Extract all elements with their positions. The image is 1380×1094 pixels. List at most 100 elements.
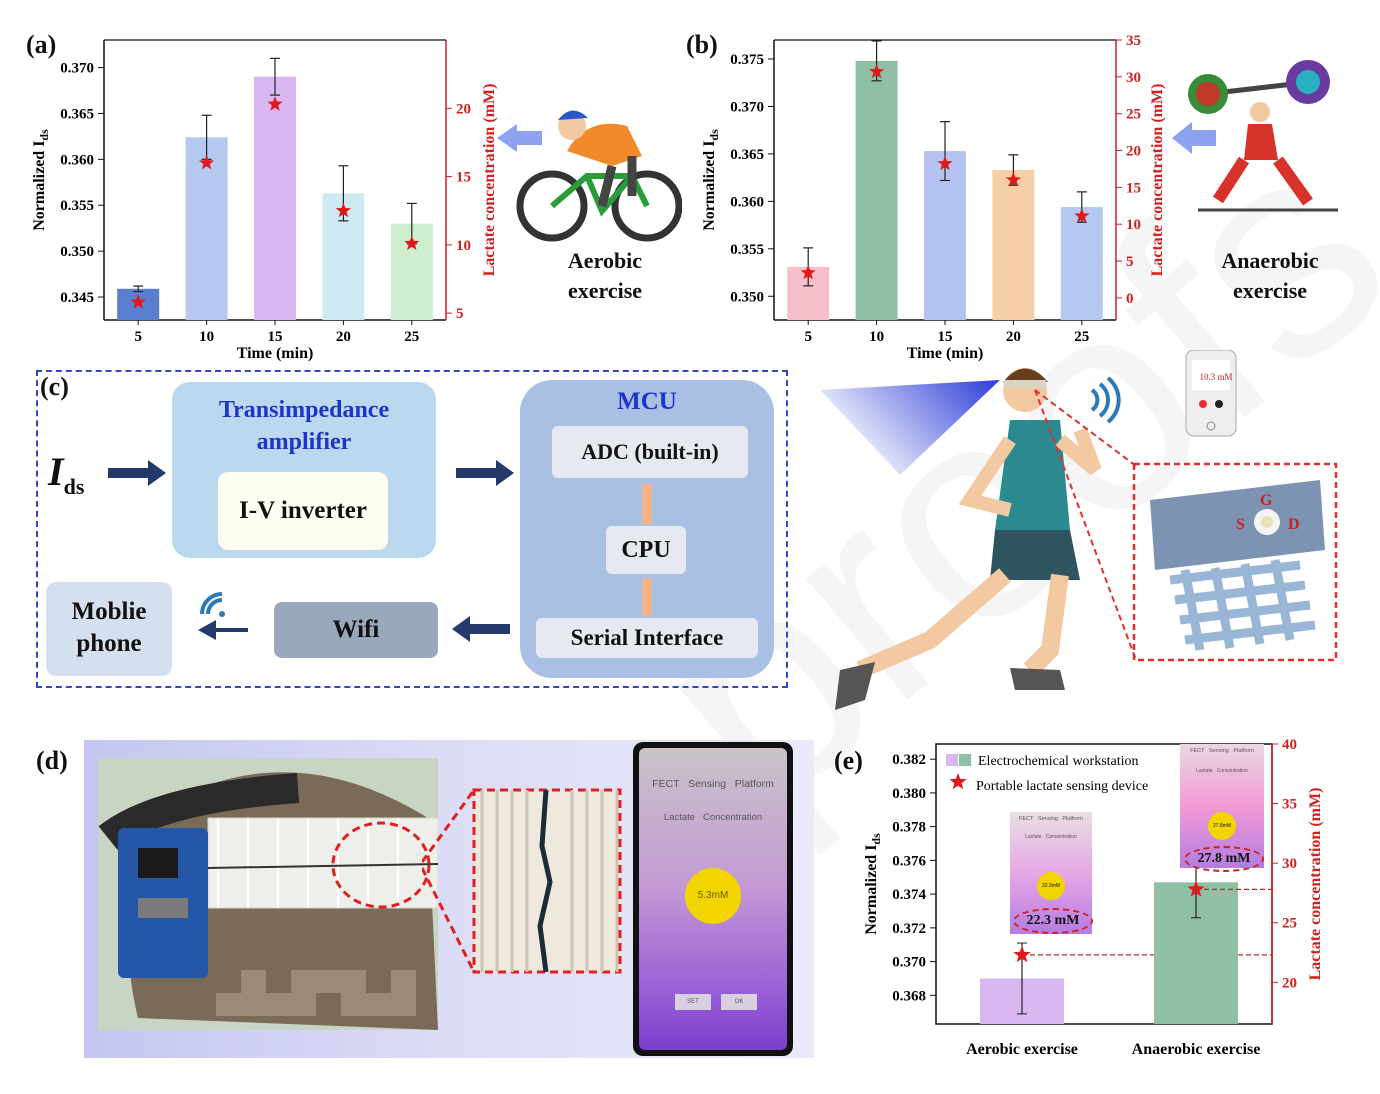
y2-tick-label: 25: [1126, 107, 1141, 123]
y2-tick-label: 10: [1126, 217, 1141, 233]
y-tick-label: 0.350: [60, 244, 94, 260]
y-tick-label: 0.355: [730, 242, 764, 258]
arrow-right-icon-1: [108, 460, 166, 486]
x-axis-title: Time (min): [237, 345, 314, 362]
y2-tick-label: 35: [1126, 33, 1141, 49]
legend-swatch-green: [959, 754, 971, 766]
lactate-star: [800, 264, 816, 280]
inset1-value: 22.3 mM: [1013, 908, 1093, 934]
y-tick-label: 0.345: [60, 290, 94, 306]
runner-shirt: [995, 420, 1070, 530]
lactate-star: [1074, 208, 1090, 223]
y-tick-label: 0.374: [892, 887, 926, 903]
mobile-phone-box: Moblie phone: [46, 582, 172, 676]
y2-tick-label: 10: [456, 238, 471, 254]
sensor-zoom-inset: [422, 788, 622, 974]
inset2-app-title: FECT Sensing Platform: [1190, 748, 1254, 754]
app-ok-button[interactable]: OK: [721, 994, 757, 1010]
bar: [855, 60, 898, 321]
y2-axis-title: Lactate concentration (mM): [481, 84, 498, 277]
lactate-star: [1187, 880, 1205, 897]
wifi-icon: [198, 592, 248, 640]
x-tick-label: 20: [336, 329, 351, 345]
connector-cpu-serial: [642, 578, 652, 616]
headband-photo: [98, 758, 438, 1030]
arrow-left-icon-3: [452, 616, 510, 642]
caption-aerobic-line1: Aerobic: [567, 248, 643, 273]
phone-device: FECT Sensing Platform Lactate Concentrat…: [633, 742, 793, 1056]
arrow-left-icon-b: [1172, 122, 1216, 154]
x-tick-label: Anaerobic exercise: [1132, 1041, 1261, 1058]
input-ids-label: Ids: [48, 448, 84, 500]
panel-label-d: (d): [36, 746, 68, 775]
y-tick-label: 0.370: [892, 955, 926, 971]
y-tick-label: 0.378: [892, 820, 926, 836]
y2-tick-label: 40: [1282, 737, 1297, 753]
y2-axis-title: Lactate concentration (mM): [1307, 788, 1324, 981]
panel-label-c: (c): [40, 372, 69, 401]
y2-tick-label: 20: [1126, 144, 1141, 160]
inset1-circle: 22.3mM: [1037, 872, 1065, 900]
y2-tick-label: 30: [1126, 70, 1141, 86]
x-tick-label: 15: [938, 329, 953, 345]
y-tick-label: 0.370: [730, 99, 764, 115]
inset1-app-sub: Lactate Concentration: [1025, 834, 1077, 840]
cyclist-illustration: [497, 110, 682, 242]
y-axis-title-sub: ds: [707, 129, 721, 141]
chart-a: 0.345 0.350 0.355 0.360 0.365 0.370 5 10 15 20 5 10…: [31, 39, 498, 362]
bar: [1060, 207, 1103, 320]
y-tick-label: 0.360: [60, 152, 94, 168]
mcu-title: MCU: [617, 388, 677, 415]
lactate-star: [937, 155, 953, 171]
sensor-highlight-circle: [331, 821, 431, 909]
y2-tick-label: 5: [456, 306, 464, 322]
chart-e: 0.368 0.370 0.372 0.374 0.376 0.378 0.380 0.382…: [863, 737, 1324, 1058]
panel-label-a: (a): [26, 30, 57, 59]
tia-title: Transimpedance amplifier: [172, 394, 436, 458]
signal-icon: [1090, 376, 1121, 424]
mobile-phone-line2: phone: [76, 630, 142, 657]
wifi-box: Wifi: [274, 602, 438, 658]
inset2-app-sub: Lactate Concentration: [1196, 768, 1248, 774]
legend-bar-label: Electrochemical workstation: [978, 754, 1139, 769]
caption-anaerobic: Anaerobic exercise: [1200, 246, 1340, 306]
mcu-box: MCU ADC (built-in) CPU Serial Interface: [520, 380, 774, 678]
phone-screen-value: 10.3 mM: [1199, 372, 1233, 382]
y2-tick-label: 30: [1282, 856, 1297, 872]
connector-adc-cpu: [642, 484, 652, 524]
app-value-circle: 5.3mM: [685, 868, 741, 924]
y2-axis-title: Lactate concentration (mM): [1149, 84, 1166, 277]
caption-aerobic: Aerobic exercise: [540, 246, 670, 306]
lactate-star: [404, 235, 420, 250]
device-inset-frame: [1132, 462, 1338, 662]
inset2-value: 27.8 mM: [1184, 846, 1264, 872]
y-axis-title-sub: ds: [37, 129, 51, 141]
chart-b: 0.350 0.355 0.360 0.365 0.370 0.375 0 5 10 15 20 25…: [701, 33, 1166, 362]
bar: [254, 76, 296, 320]
x-tick-label: 5: [804, 329, 812, 345]
x-tick-label: 20: [1006, 329, 1021, 345]
x-tick-label: 25: [404, 329, 419, 345]
y-tick-label: 0.382: [892, 752, 926, 768]
phone-screen: FECT Sensing Platform Lactate Concentrat…: [639, 748, 787, 1050]
tia-title-line2: amplifier: [256, 429, 352, 455]
y-tick-label: 0.360: [730, 194, 764, 210]
arrow-left-icon: [497, 124, 542, 152]
input-ids-main: I: [48, 449, 64, 494]
y-axis-title: Normalized Ids: [31, 129, 51, 231]
y-tick-label: 0.370: [60, 61, 94, 77]
device-gate-label: G: [1260, 492, 1273, 509]
y2-tick-label: 0: [1126, 291, 1134, 307]
iv-inverter-box: I-V inverter: [218, 472, 388, 550]
y-tick-label: 0.368: [892, 988, 926, 1004]
y-axis-title: Normalized Ids: [701, 129, 721, 231]
lactate-star: [1005, 172, 1021, 187]
x-tick-label: 15: [268, 329, 283, 345]
y-tick-label: 0.380: [892, 786, 926, 802]
cpu-box: CPU: [606, 526, 686, 574]
y2-tick-label: 20: [1282, 975, 1297, 991]
lactate-star: [130, 294, 146, 309]
lactate-star: [1013, 945, 1031, 963]
mobile-phone-label: Moblie phone: [46, 596, 172, 660]
app-set-button[interactable]: SET: [675, 994, 711, 1010]
